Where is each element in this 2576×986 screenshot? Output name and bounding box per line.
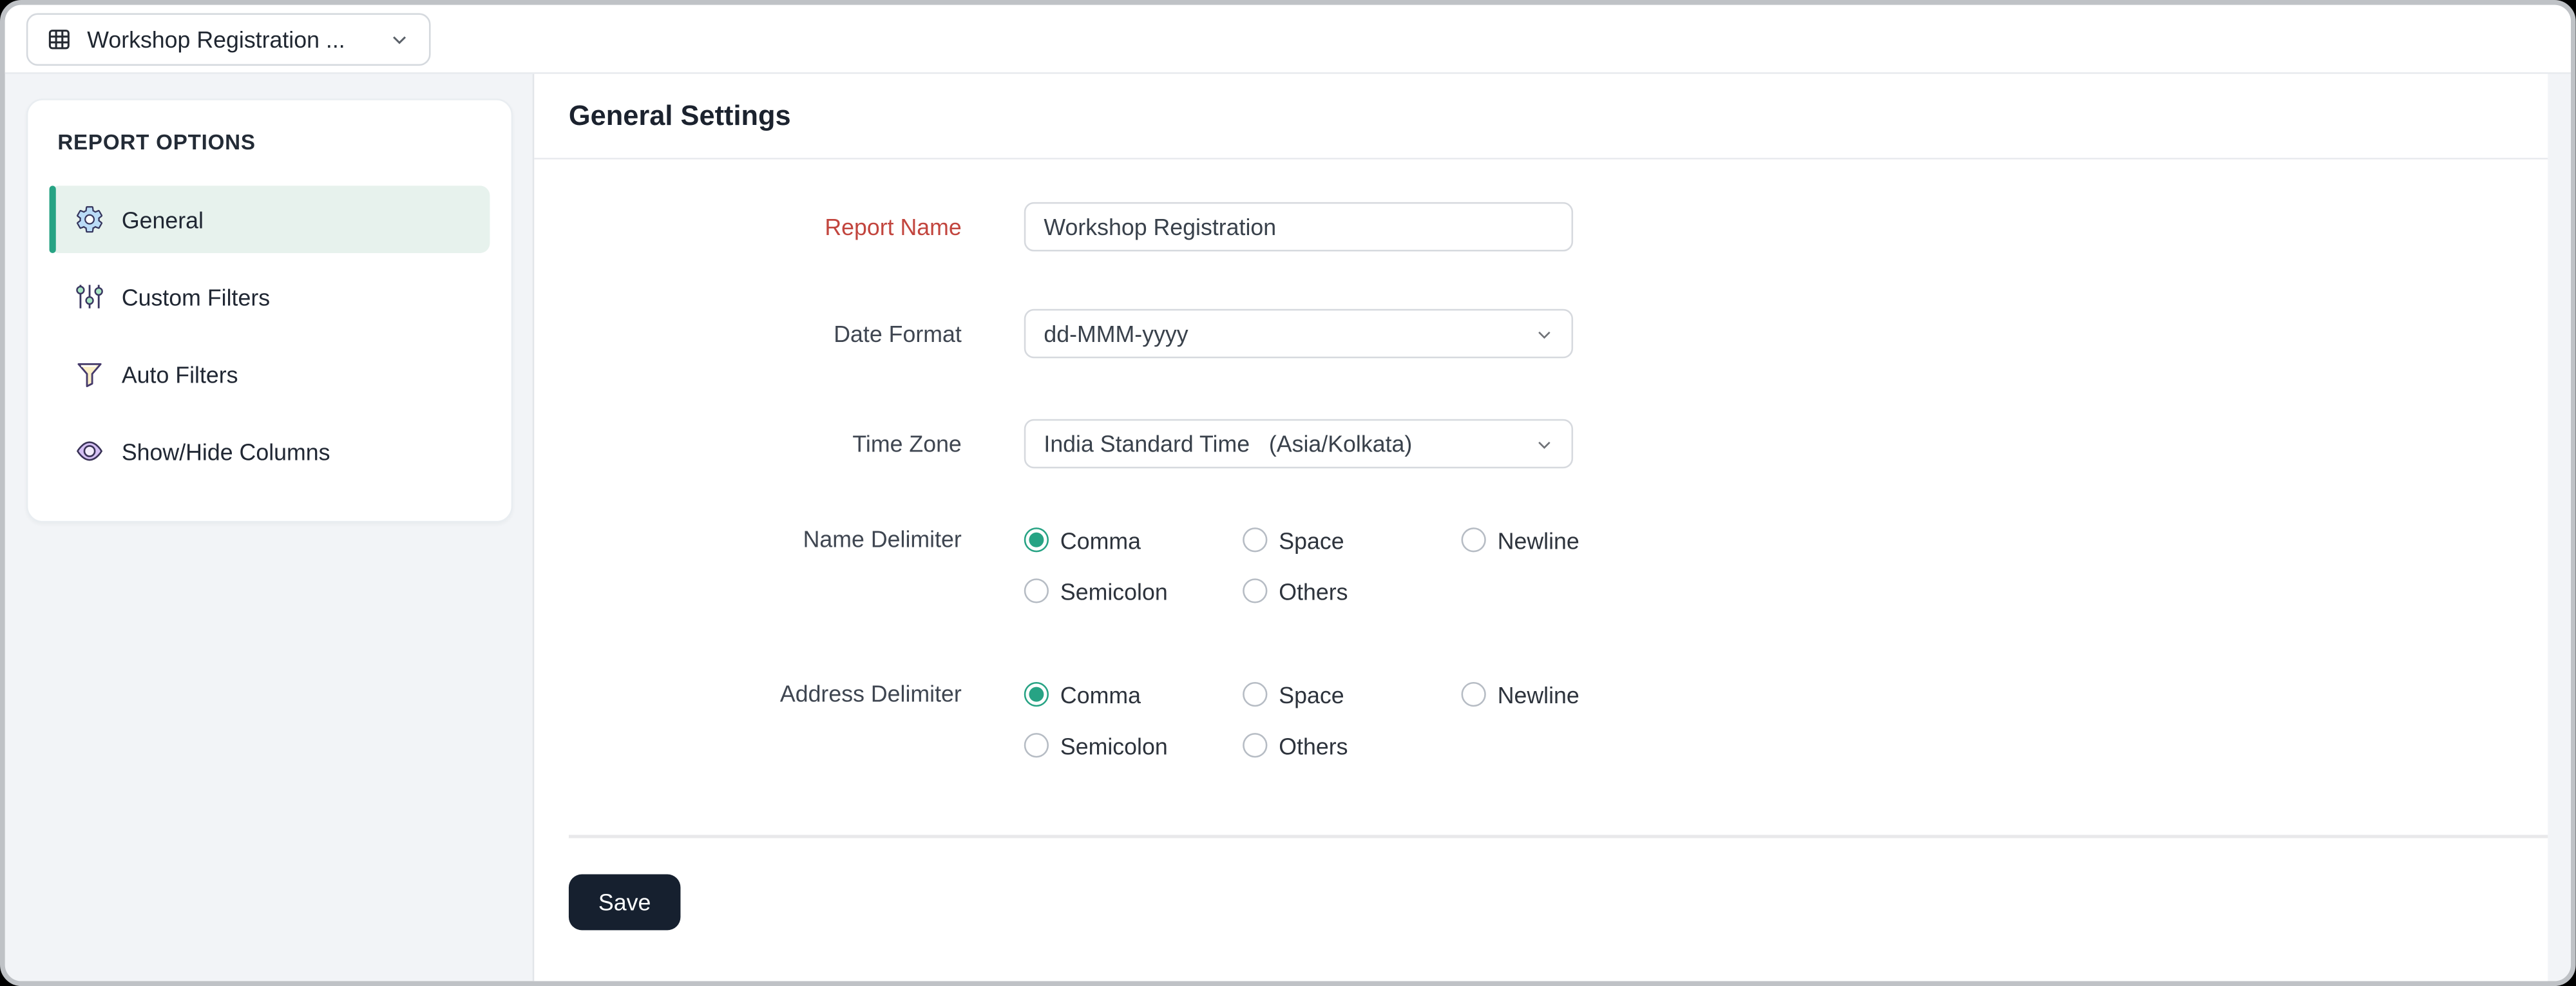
sidebar-item-auto-filters[interactable]: Auto Filters — [50, 340, 490, 408]
footer-divider — [568, 835, 2548, 839]
time-zone-select[interactable]: India Standard Time (Asia/Kolkata) — [1024, 419, 1574, 469]
radio-icon[interactable] — [1243, 733, 1268, 758]
address-delimiter-option-space[interactable]: Space — [1243, 674, 1461, 715]
sidebar-item-custom-filters[interactable]: Custom Filters — [50, 263, 490, 330]
name-delimiter-option-semicolon[interactable]: Semicolon — [1024, 570, 1243, 611]
sidebar-title: REPORT OPTIONS — [57, 129, 256, 155]
radio-icon[interactable] — [1461, 527, 1486, 553]
gear-icon — [74, 204, 105, 234]
name-delimiter-option-space[interactable]: Space — [1243, 519, 1461, 560]
sidebar-item-label: Custom Filters — [121, 283, 271, 310]
name-delimiter-group: Comma Space Newline — [1024, 519, 1579, 611]
time-zone-value: India Standard Time (Asia/Kolkata) — [1044, 430, 1413, 457]
sliders-icon — [74, 281, 105, 312]
report-name-label: Report Name — [825, 213, 962, 240]
main-region: General Settings Report Name Date Format… — [534, 73, 2571, 981]
sidebar: REPORT OPTIONS General — [5, 73, 535, 981]
name-delimiter-row: Name Delimiter Comma Space — [534, 519, 2548, 611]
eye-icon — [74, 435, 105, 466]
sidebar-item-label: Auto Filters — [121, 361, 238, 387]
radio-icon[interactable] — [1024, 578, 1049, 603]
top-bar: Workshop Registration ... — [5, 5, 2571, 74]
address-delimiter-option-semicolon[interactable]: Semicolon — [1024, 725, 1243, 766]
radio-icon[interactable] — [1024, 527, 1049, 553]
date-format-select[interactable]: dd-MMM-yyyy — [1024, 308, 1574, 359]
address-delimiter-label: Address Delimiter — [779, 680, 962, 707]
sidebar-item-general[interactable]: General — [49, 185, 490, 253]
address-delimiter-option-newline[interactable]: Newline — [1461, 674, 1579, 715]
report-name-input[interactable] — [1024, 202, 1574, 252]
radio-icon[interactable] — [1243, 681, 1268, 707]
chevron-down-icon — [1534, 323, 1555, 344]
date-format-value: dd-MMM-yyyy — [1044, 320, 1188, 347]
radio-icon[interactable] — [1243, 527, 1268, 553]
name-delimiter-option-newline[interactable]: Newline — [1461, 519, 1579, 560]
funnel-icon — [74, 358, 105, 389]
name-delimiter-option-comma[interactable]: Comma — [1024, 519, 1243, 560]
table-grid-icon — [46, 26, 72, 52]
radio-icon[interactable] — [1024, 681, 1049, 707]
address-delimiter-option-others[interactable]: Others — [1243, 725, 1348, 766]
sidebar-item-show-hide-columns[interactable]: Show/Hide Columns — [50, 417, 490, 485]
content-area: REPORT OPTIONS General — [5, 73, 2571, 981]
time-zone-label: Time Zone — [852, 430, 962, 457]
save-button[interactable]: Save — [568, 874, 681, 931]
name-delimiter-label: Name Delimiter — [803, 526, 962, 553]
radio-row: Semicolon Others — [1024, 570, 1579, 611]
date-format-label: Date Format — [834, 319, 962, 346]
radio-row: Comma Space Newline — [1024, 674, 1579, 715]
page-title: General Settings — [534, 74, 2548, 160]
chevron-down-icon — [1534, 433, 1555, 454]
radio-row: Semicolon Others — [1024, 725, 1579, 766]
sidebar-item-label: General — [121, 206, 204, 233]
address-delimiter-row: Address Delimiter Comma Space — [534, 674, 2548, 766]
chevron-down-icon — [388, 27, 411, 50]
radio-row: Comma Space Newline — [1024, 519, 1579, 560]
name-delimiter-option-others[interactable]: Others — [1243, 570, 1348, 611]
address-delimiter-group: Comma Space Newline — [1024, 674, 1579, 766]
report-picker-label: Workshop Registration ... — [87, 25, 345, 52]
report-picker-dropdown[interactable]: Workshop Registration ... — [26, 12, 431, 65]
radio-icon[interactable] — [1461, 681, 1486, 707]
sidebar-item-label: Show/Hide Columns — [121, 438, 330, 464]
radio-icon[interactable] — [1243, 578, 1268, 603]
report-options-card: REPORT OPTIONS General — [26, 99, 513, 523]
time-zone-row: Time Zone India Standard Time (Asia/Kolk… — [534, 419, 2548, 469]
date-format-row: Date Format dd-MMM-yyyy — [534, 308, 2548, 359]
radio-icon[interactable] — [1024, 733, 1049, 758]
address-delimiter-option-comma[interactable]: Comma — [1024, 674, 1243, 715]
general-settings-form: Report Name Date Format dd-MMM-yyyy — [534, 160, 2548, 931]
main-panel: General Settings Report Name Date Format… — [534, 73, 2548, 981]
report-name-row: Report Name — [534, 202, 2548, 252]
